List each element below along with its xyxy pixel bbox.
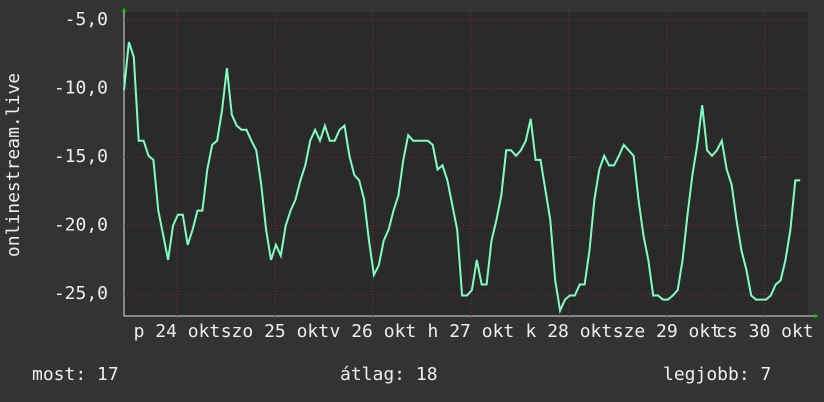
stat-current: most: 17 (32, 364, 119, 385)
y-tick-label: -5,0 (65, 9, 108, 30)
x-tick-label: k 28 okt (526, 321, 613, 342)
stat-average: átlag: 18 (340, 364, 438, 385)
data-line (123, 41, 801, 314)
x-tick-label: cs 30 okt (716, 321, 814, 342)
y-axis-arrow (122, 7, 126, 12)
stat-best: legjobb: 7 (663, 364, 771, 385)
x-axis-arrow (814, 314, 819, 318)
x-tick-label: szo 25 okt (221, 321, 329, 342)
y-tick-label: -15,0 (54, 146, 108, 167)
y-tick-label: -20,0 (54, 215, 108, 236)
x-tick-label: h 27 okt (428, 321, 515, 342)
x-tick-label: v 26 okt (330, 321, 417, 342)
x-tick-label: p 24 okt (134, 321, 221, 342)
y-tick-label: -25,0 (54, 283, 108, 304)
y-tick-label: -10,0 (54, 78, 108, 99)
plot-area (124, 12, 808, 316)
x-tick-label: sze 29 okt (613, 321, 721, 342)
y-axis-label: onlinestream.live (3, 73, 24, 257)
